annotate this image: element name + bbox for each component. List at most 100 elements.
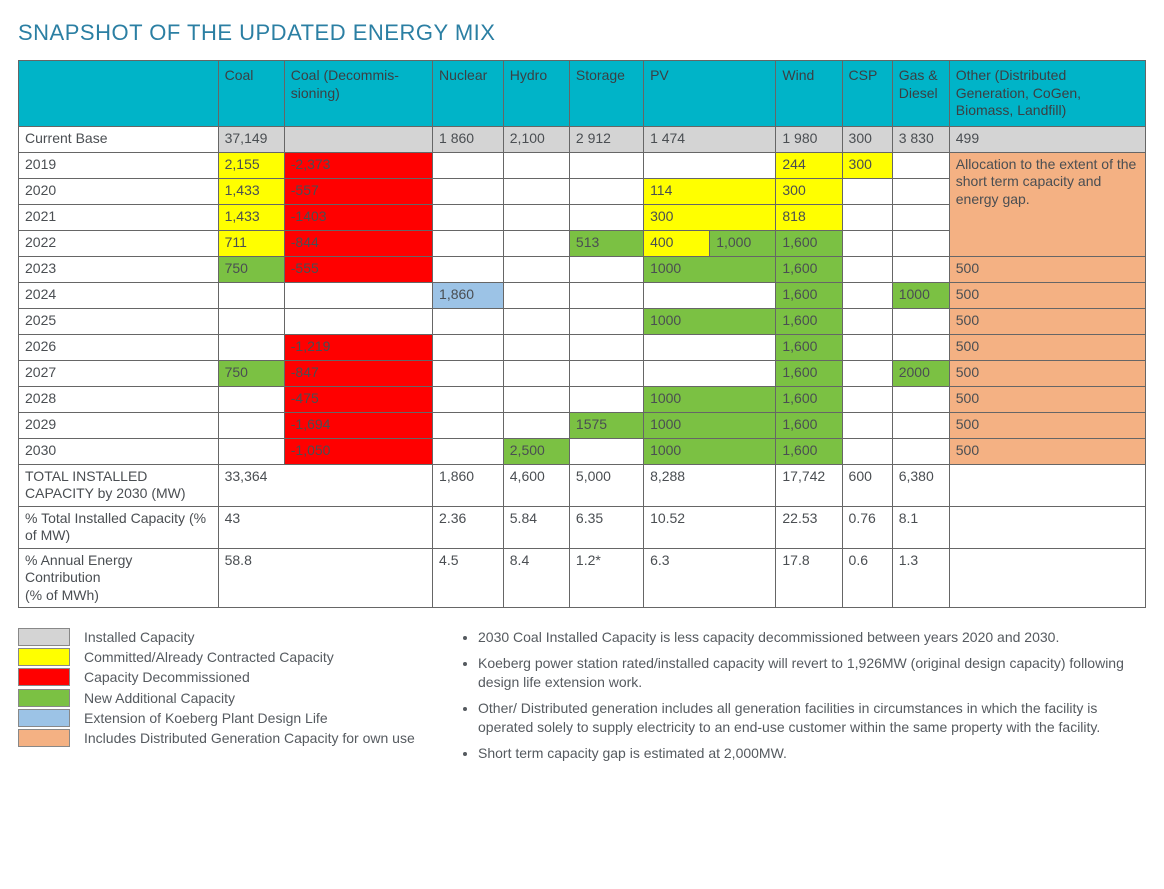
col-header: Other (Distributed Generation, CoGen, Bi…: [949, 61, 1145, 127]
table-row: TOTAL INSTALLED CAPACITY by 2030 (MW)33,…: [19, 464, 1146, 506]
cell: [503, 204, 569, 230]
table-row: 2030-1,0502,50010001,600500: [19, 438, 1146, 464]
footnote: Other/ Distributed generation includes a…: [478, 699, 1146, 738]
cell: [569, 308, 643, 334]
table-row: 2029-1,694157510001,600500: [19, 412, 1146, 438]
col-header: Coal (Decommis-sioning): [284, 61, 432, 127]
table-header: CoalCoal (Decommis-sioning)NuclearHydroS…: [19, 61, 1146, 127]
cell: 1000: [892, 282, 949, 308]
table-row: 2027750-8471,6002000500: [19, 360, 1146, 386]
cell: 17,742: [776, 464, 842, 506]
cell: -1403: [284, 204, 432, 230]
row-label: 2030: [19, 438, 219, 464]
cell: 500: [949, 412, 1145, 438]
cell: 600: [842, 464, 892, 506]
cell: 1,600: [776, 308, 842, 334]
cell: [503, 308, 569, 334]
table-row: 20241,8601,6001000500: [19, 282, 1146, 308]
footnote: Koeberg power station rated/installed ca…: [478, 654, 1146, 693]
cell: [569, 386, 643, 412]
legend-swatch: [18, 689, 70, 707]
cell: [433, 152, 504, 178]
table-row: 2023750-55510001,600500: [19, 256, 1146, 282]
cell: [949, 464, 1145, 506]
cell: [892, 334, 949, 360]
row-label: 2021: [19, 204, 219, 230]
cell: [892, 256, 949, 282]
cell: 3 830: [892, 126, 949, 152]
cell: [644, 334, 776, 360]
cell: [842, 256, 892, 282]
cell: [892, 412, 949, 438]
cell: [503, 386, 569, 412]
cell: 300: [842, 126, 892, 152]
cell: 1,600: [776, 412, 842, 438]
row-label: 2023: [19, 256, 219, 282]
cell: 2 912: [569, 126, 643, 152]
cell: -847: [284, 360, 432, 386]
cell: 8.4: [503, 548, 569, 608]
table-row: % Total Installed Capacity (% of MW)432.…: [19, 506, 1146, 548]
table-row: 2026-1,2191,600500: [19, 334, 1146, 360]
legend-label: Capacity Decommissioned: [84, 668, 250, 686]
cell: [644, 360, 776, 386]
cell: 2.36: [433, 506, 504, 548]
cell: [892, 308, 949, 334]
cell: 1,600: [776, 438, 842, 464]
cell: 1000: [644, 256, 776, 282]
legend-label: Extension of Koeberg Plant Design Life: [84, 709, 328, 727]
cell: 750: [218, 256, 284, 282]
footnotes: 2030 Coal Installed Capacity is less cap…: [458, 628, 1146, 770]
cell: [644, 282, 776, 308]
cell: 244: [776, 152, 842, 178]
cell: [569, 178, 643, 204]
cell: [569, 360, 643, 386]
cell: 114: [644, 178, 776, 204]
col-header: Storage: [569, 61, 643, 127]
col-header: CSP: [842, 61, 892, 127]
col-header: Coal: [218, 61, 284, 127]
cell: 750: [218, 360, 284, 386]
cell: 1,860: [433, 464, 504, 506]
cell: 58.8: [218, 548, 432, 608]
col-header: Wind: [776, 61, 842, 127]
legend: Installed Capacity Committed/Already Cont…: [18, 628, 418, 770]
table-row: 202510001,600500: [19, 308, 1146, 334]
cell: [433, 360, 504, 386]
cell: 1,433: [218, 204, 284, 230]
cell: [842, 308, 892, 334]
cell: [949, 548, 1145, 608]
cell: [892, 438, 949, 464]
legend-label: Installed Capacity: [84, 628, 195, 646]
cell: 10.52: [644, 506, 776, 548]
row-label: Current Base: [19, 126, 219, 152]
cell: 1,600: [776, 386, 842, 412]
cell: 499: [949, 126, 1145, 152]
cell: 1,600: [776, 360, 842, 386]
cell: [503, 412, 569, 438]
cell: 0.6: [842, 548, 892, 608]
cell: 500: [949, 386, 1145, 412]
cell: 4.5: [433, 548, 504, 608]
cell: [842, 412, 892, 438]
legend-item: Committed/Already Contracted Capacity: [18, 648, 418, 666]
cell: -475: [284, 386, 432, 412]
legend-item: Includes Distributed Generation Capacity…: [18, 729, 418, 747]
row-label: % Annual Energy Contribution (% of MWh): [19, 548, 219, 608]
cell: 1 980: [776, 126, 842, 152]
cell: [569, 334, 643, 360]
cell: 37,149: [218, 126, 284, 152]
cell: 33,364: [218, 464, 432, 506]
cell: -2,373: [284, 152, 432, 178]
legend-swatch: [18, 729, 70, 747]
cell: [569, 282, 643, 308]
cell: 1 474: [644, 126, 776, 152]
cell: [569, 256, 643, 282]
cell: -555: [284, 256, 432, 282]
cell: 500: [949, 308, 1145, 334]
cell: 6,380: [892, 464, 949, 506]
cell: 0.76: [842, 506, 892, 548]
cell: 300: [776, 178, 842, 204]
cell: [218, 412, 284, 438]
cell: 17.8: [776, 548, 842, 608]
